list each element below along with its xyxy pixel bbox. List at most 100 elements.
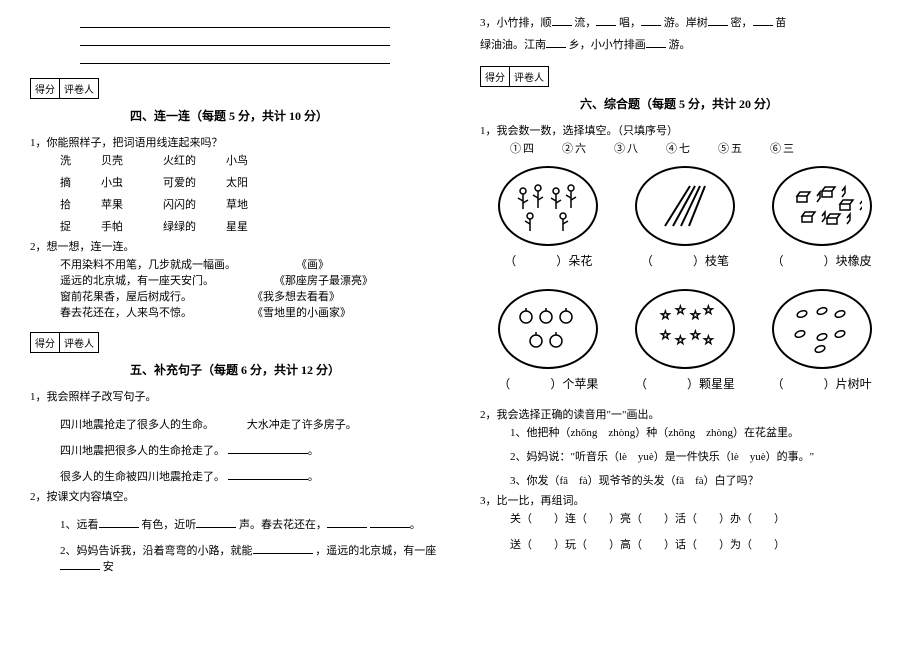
text: 安 [103,561,114,573]
word: 小鸟 [226,152,248,168]
label: （）朵花 [504,252,592,269]
svg-text:☆: ☆ [675,333,686,347]
score-label: 得分 [31,79,60,98]
flowers-icon [498,166,598,246]
text: 游。岸树 [664,17,708,29]
section-5-title: 五、补充句子（每题 6 分，共计 12 分） [130,361,440,378]
left-column: 得分 评卷人 四、连一连（每题 5 分，共计 10 分） 1，你能照样子，把词语… [30,10,440,610]
fill-row: 3，小竹排，顺 流， 唱， 游。岸树 密， 苗 [480,14,890,30]
blank[interactable] [596,14,616,26]
word: 捉 [60,218,71,234]
title: 《雪地里的小画家》 [252,304,351,320]
grader-label: 评卷人 [60,333,98,352]
q6-1: 1，我会数一数，选择填空。（只填序号） [480,122,890,138]
sentence: 窗前花果香，屋后树成行。 [60,288,192,304]
label: （）颗星星 [635,375,735,392]
reading-row: 2、妈妈说："听音乐（lè yuè）是一件快乐（lè yuè）的事。" [510,448,890,464]
word: 贝壳 [101,152,123,168]
sentence: 遥远的北京城，有一座天安门。 [60,272,214,288]
text: 2、妈妈告诉我，沿着弯弯的小路，就能 [60,545,253,557]
label: （）枝笔 [641,252,729,269]
pencils-icon [635,166,735,246]
rewrite-row: 很多人的生命被四川地震抢走了。 。 [60,468,440,484]
grader-label: 评卷人 [60,79,98,98]
text: 大水冲走了许多房子。 [247,419,357,431]
text: 流， [574,17,596,29]
word-group-row: 关（ ）连（ ）亮（ ）活（ ）办（ ） [510,510,890,526]
word: 草地 [226,196,248,212]
text: ，遥远的北京城，有一座 [315,545,436,557]
text: 有色，近听 [141,519,196,531]
q6-2: 2，我会选择正确的读音用"一"画出。 [480,406,890,422]
svg-text:☆: ☆ [675,303,686,317]
blank[interactable] [646,36,666,48]
blank[interactable] [552,14,572,26]
sentence: 春去花还在，人来鸟不惊。 [60,304,192,320]
match-table-1: 洗贝壳 摘小虫 拾苹果 捉手帕 火红的小鸟 可爱的太阳 闪闪的草地 绿绿的星星 [60,152,440,234]
score-box-5: 得分 评卷人 [30,332,99,353]
word: 绿绿的 [163,218,196,234]
word: 拾 [60,196,71,212]
section-6-title: 六、综合题（每题 5 分，共计 20 分） [580,95,890,112]
section-4-title: 四、连一连（每题 5 分，共计 10 分） [130,107,440,124]
word: 星星 [226,218,248,234]
text: 3，小竹排，顺 [480,17,552,29]
blank[interactable] [196,516,236,528]
text: 游。 [669,39,691,51]
fill-row: 绿油油。江南 乡，小小竹排画 游。 [480,36,890,52]
reading-row: 1、他把种（zhōng zhòng）种（zhōng zhòng）在花盆里。 [510,424,890,440]
word: 太阳 [226,174,248,190]
q6-3: 3，比一比，再组词。 [480,492,890,508]
apples-icon [498,289,598,369]
erasers-icon [772,166,872,246]
example-row: 四川地震抢走了很多人的生命。 大水冲走了许多房子。 [60,416,440,432]
svg-text:☆: ☆ [660,328,671,342]
word-group-row: 送（ ）玩（ ）高（ ）话（ ）为（ ） [510,536,890,552]
blank[interactable] [228,468,308,480]
blank[interactable] [370,516,410,528]
oval-row-1: （）朵花 （）枝笔 [480,166,890,269]
blank[interactable] [327,516,367,528]
title: 《我多想去看看》 [252,288,340,304]
score-box-6: 得分 评卷人 [480,66,549,87]
text: 很多人的生命被四川地震抢走了。 [60,471,225,483]
svg-text:☆: ☆ [660,308,671,322]
score-box-4: 得分 评卷人 [30,78,99,99]
blank[interactable] [99,516,139,528]
label: （）片树叶 [772,375,872,392]
match-list-2: 不用染料不用笔，几步就成一幅画。《画》 遥远的北京城，有一座天安门。《那座房子最… [60,256,440,320]
blank[interactable] [641,14,661,26]
q4-2: 2，想一想，连一连。 [30,238,440,254]
label: （）块橡皮 [772,252,872,269]
blank[interactable] [708,14,728,26]
text: 密， [731,17,753,29]
svg-text:☆: ☆ [690,328,701,342]
word: 摘 [60,174,71,190]
blank[interactable] [253,542,313,554]
blank[interactable] [753,14,773,26]
blank[interactable] [60,558,100,570]
leaves-icon [772,289,872,369]
fill-row: 2、妈妈告诉我，沿着弯弯的小路，就能 ，遥远的北京城，有一座 安 [60,542,440,574]
svg-text:☆: ☆ [703,303,714,317]
blank[interactable] [546,36,566,48]
text: 绿油油。江南 [480,39,546,51]
q4-1: 1，你能照样子，把词语用线连起来吗？ [30,134,440,150]
label: （）个苹果 [498,375,598,392]
reading-row: 3、你发（fā fà）现爷爷的头发（fā fà）白了吗？ [510,472,890,488]
word: 小虫 [101,174,123,190]
options: ①四 ②六 ③八 ④七 ⑤五 ⑥三 [510,140,890,156]
q5-2: 2，按课文内容填空。 [30,488,440,504]
fill-row: 1、远看 有色，近听 声。春去花还在， 。 [60,516,440,532]
title: 《画》 [296,256,329,272]
score-label: 得分 [481,67,510,86]
grader-label: 评卷人 [510,67,548,86]
text: 四川地震把很多人的生命抢走了。 [60,445,225,457]
blank[interactable] [228,442,308,454]
word: 苹果 [101,196,123,212]
stars-icon: ☆☆ ☆☆ ☆☆ ☆☆ [635,289,735,369]
word: 闪闪的 [163,196,196,212]
word: 手帕 [101,218,123,234]
word: 可爱的 [163,174,196,190]
oval-row-2: （）个苹果 ☆☆ ☆☆ ☆☆ ☆☆ （）颗星星 [480,289,890,392]
